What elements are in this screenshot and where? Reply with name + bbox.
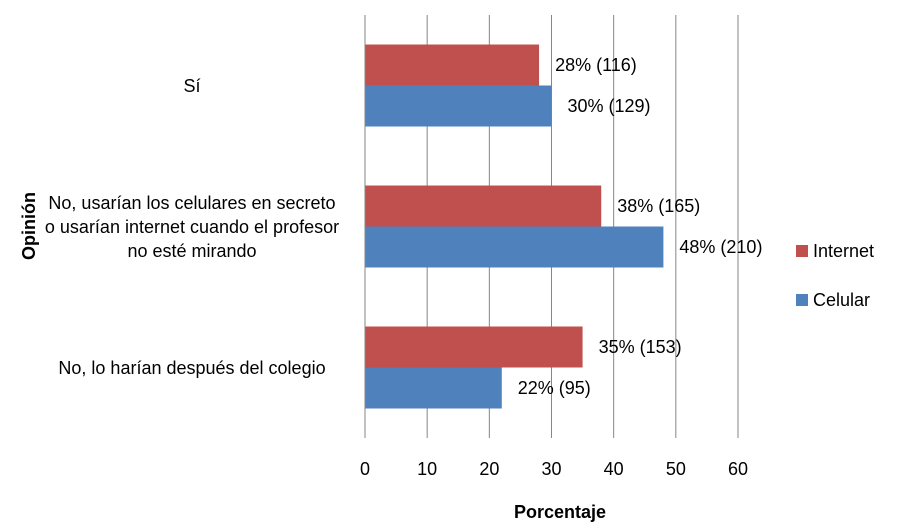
x-tick-label: 50 [666, 459, 686, 479]
legend-label: Celular [813, 290, 870, 310]
legend-label: Internet [813, 241, 874, 261]
y-tick-label: No, lo harían después del colegio [58, 357, 326, 378]
x-tick-label: 10 [417, 459, 437, 479]
legend-swatch [796, 245, 808, 257]
x-axis-title: Porcentaje [514, 502, 606, 522]
bar [365, 85, 552, 127]
legend-swatch [796, 294, 808, 306]
bar [365, 367, 502, 409]
x-tick-label: 0 [360, 459, 370, 479]
bar [365, 44, 540, 86]
data-label: 30% (129) [568, 96, 651, 116]
data-label: 35% (153) [599, 337, 682, 357]
x-tick-label: 20 [479, 459, 499, 479]
data-label: 28% (116) [555, 55, 637, 75]
y-tick-label: No, usarían los celulares en secreto o u… [44, 192, 340, 261]
x-tick-label: 40 [604, 459, 624, 479]
y-axis-title: Opinión [19, 192, 39, 260]
x-tick-label: 60 [728, 459, 748, 479]
bar [365, 226, 664, 268]
data-label: 22% (95) [518, 378, 591, 398]
data-label: 48% (210) [679, 237, 762, 257]
data-label: 38% (165) [617, 196, 700, 216]
x-tick-label: 30 [541, 459, 561, 479]
bar [365, 326, 583, 368]
bar [365, 185, 602, 227]
y-tick-label: Sí [183, 75, 201, 96]
